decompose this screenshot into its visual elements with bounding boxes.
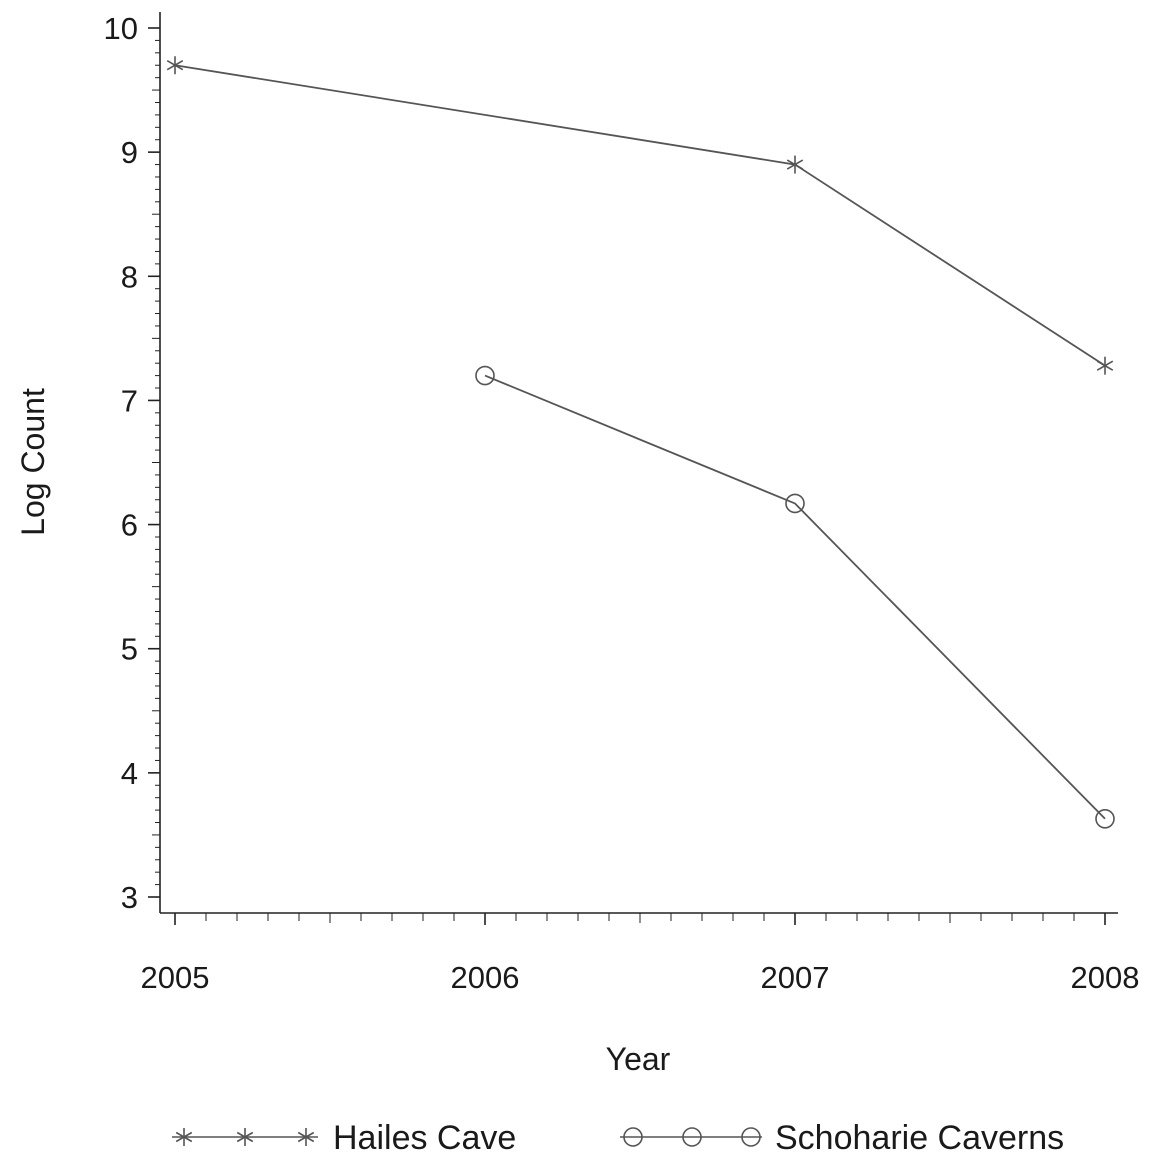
series-schoharie-caverns (475, 365, 1115, 829)
legend-item: Schoharie Caverns (620, 1119, 1064, 1157)
y-tick-label: 5 (121, 632, 138, 667)
y-axis-title: Log Count (15, 388, 51, 536)
asterisk-stroke (175, 1131, 193, 1143)
y-tick-label: 3 (121, 880, 138, 915)
y-tick-label: 9 (121, 135, 138, 170)
data-point (1096, 356, 1114, 375)
x-tick-label: 2008 (1071, 960, 1140, 995)
data-point (786, 155, 804, 174)
legend-label: Hailes Cave (333, 1119, 516, 1157)
legend-marker (236, 1128, 254, 1146)
series-line (484, 374, 1106, 820)
series-line (174, 64, 1106, 367)
x-tick-label: 2007 (761, 960, 830, 995)
asterisk-stroke (236, 1131, 254, 1143)
series-hailes-cave (166, 56, 1114, 375)
asterisk-stroke (1096, 360, 1114, 371)
legend-marker (623, 1127, 643, 1147)
legend-marker (297, 1128, 315, 1146)
legend-marker (682, 1127, 702, 1147)
x-tick-label: 2006 (451, 960, 520, 995)
y-tick-label: 8 (121, 259, 138, 294)
data-point (166, 56, 184, 75)
data-point (1095, 808, 1115, 829)
asterisk-stroke (166, 60, 184, 71)
y-tick-label: 4 (121, 756, 138, 791)
y-tick-label: 7 (121, 383, 138, 418)
y-tick-label: 10 (104, 11, 138, 46)
data-point (785, 493, 805, 514)
data-point (475, 365, 495, 386)
legend: Hailes Cave Schoharie Caverns (172, 1119, 1064, 1157)
legend-marker (175, 1128, 193, 1146)
asterisk-stroke (786, 159, 804, 170)
x-axis-title: Year (606, 1041, 671, 1077)
legend-label: Schoharie Caverns (775, 1119, 1064, 1157)
y-tick-label: 6 (121, 508, 138, 543)
x-tick-label: 2005 (141, 960, 210, 995)
legend-item: Hailes Cave (172, 1119, 516, 1157)
legend-marker (741, 1127, 761, 1147)
axes: 3 4 5 6 7 8 9 10 2005 2006 2007 2008 Year Log Count (15, 11, 1139, 1077)
series-layer (166, 56, 1115, 829)
asterisk-stroke (297, 1131, 315, 1143)
